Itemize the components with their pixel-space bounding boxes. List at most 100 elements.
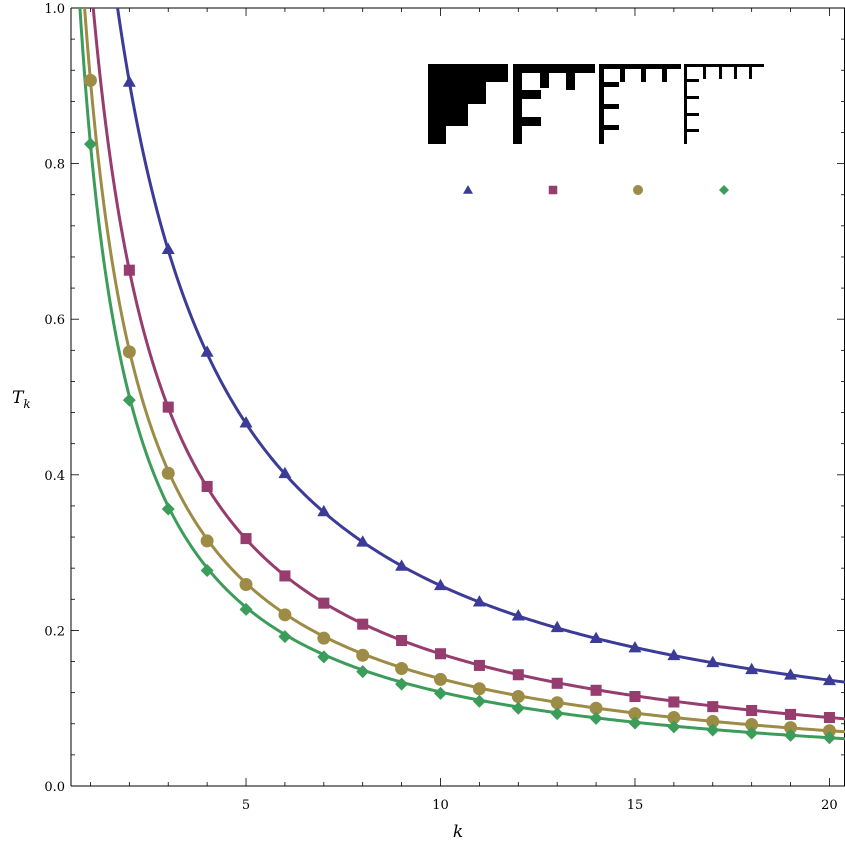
data-point-series-3 xyxy=(784,721,798,735)
x-axis-label: k xyxy=(453,822,463,842)
data-point-series-4 xyxy=(822,731,836,745)
legend-markers xyxy=(463,185,729,195)
data-point-series-3 xyxy=(433,672,447,686)
y-axis-label-subscript: k xyxy=(23,397,30,411)
data-point-series-4 xyxy=(278,630,292,644)
data-point-series-4 xyxy=(472,694,486,708)
y-tick-label: 0.6 xyxy=(44,313,65,328)
data-point-series-2 xyxy=(240,533,252,545)
data-point-series-3 xyxy=(822,724,836,738)
data-point-series-4 xyxy=(784,728,798,742)
data-point-series-2 xyxy=(668,696,680,708)
data-point-series-4 xyxy=(356,665,370,679)
series-markers xyxy=(83,73,836,745)
data-point-series-1 xyxy=(628,641,642,653)
y-tick-label: 0.8 xyxy=(44,158,65,173)
data-point-series-4 xyxy=(550,707,564,721)
data-point-series-4 xyxy=(161,502,175,516)
data-point-series-3 xyxy=(317,631,331,645)
data-point-series-3 xyxy=(628,707,642,721)
data-point-series-4 xyxy=(395,677,409,691)
data-point-series-1 xyxy=(317,504,331,517)
y-tick-label: 0.0 xyxy=(44,780,65,795)
data-point-series-1 xyxy=(395,559,409,571)
data-point-series-1 xyxy=(706,655,720,668)
data-point-series-2 xyxy=(123,264,135,276)
data-point-series-3 xyxy=(550,696,564,710)
axis-ticks: 5 10 15 20 0.0 0.2 0.4 0.6 0.8 1.0 xyxy=(44,2,845,813)
data-point-series-3 xyxy=(278,608,292,622)
x-tick-label: 10 xyxy=(432,798,449,813)
data-point-series-1 xyxy=(589,631,603,644)
data-point-series-3 xyxy=(511,690,525,704)
data-point-series-4 xyxy=(589,711,603,725)
legend-marker-2 xyxy=(548,185,558,195)
data-point-series-1 xyxy=(356,535,370,547)
data-point-series-3 xyxy=(395,662,409,676)
data-point-series-3 xyxy=(83,73,97,87)
data-point-series-2 xyxy=(785,708,797,720)
x-tick-label: 5 xyxy=(242,798,250,813)
data-point-series-1 xyxy=(472,595,486,607)
data-point-series-1 xyxy=(200,345,214,357)
data-point-series-4 xyxy=(745,726,759,740)
data-point-series-2 xyxy=(318,597,330,609)
data-point-series-2 xyxy=(279,570,291,582)
legend-marker-4 xyxy=(719,185,729,195)
y-axis-label: Tk xyxy=(12,388,31,411)
data-point-series-1 xyxy=(122,75,136,87)
data-point-series-2 xyxy=(590,684,602,696)
data-point-series-3 xyxy=(745,718,759,732)
x-tick-label: 20 xyxy=(821,798,838,813)
data-point-series-2 xyxy=(357,618,369,630)
y-tick-label: 1.0 xyxy=(44,2,65,17)
y-tick-label: 0.2 xyxy=(44,624,65,639)
data-point-series-2 xyxy=(201,480,213,492)
data-point-series-3 xyxy=(667,711,681,725)
legend-diagram-1 xyxy=(428,64,508,144)
data-point-series-1 xyxy=(745,662,759,675)
data-point-series-2 xyxy=(746,705,758,717)
data-point-series-4 xyxy=(122,393,136,407)
legend-marker-1 xyxy=(463,185,473,194)
data-point-series-2 xyxy=(434,648,447,660)
data-point-series-1 xyxy=(161,242,175,255)
data-point-series-3 xyxy=(472,682,486,696)
data-point-series-4 xyxy=(706,723,720,737)
data-point-series-3 xyxy=(161,466,175,480)
data-point-series-3 xyxy=(122,345,136,359)
data-point-series-2 xyxy=(629,691,641,703)
data-point-series-2 xyxy=(396,634,408,647)
data-point-series-1 xyxy=(511,609,525,621)
series-line-1 xyxy=(116,8,845,684)
legend-diagram-3 xyxy=(599,64,681,144)
data-point-series-4 xyxy=(83,137,97,151)
data-point-series-4 xyxy=(433,686,447,700)
data-point-series-2 xyxy=(823,712,835,724)
x-tick-label: 15 xyxy=(627,798,644,813)
data-point-series-2 xyxy=(473,659,485,671)
y-tick-label: 0.4 xyxy=(44,469,65,484)
data-point-series-2 xyxy=(707,701,719,713)
y-axis-label-main: T xyxy=(12,388,25,408)
data-point-series-1 xyxy=(278,466,292,479)
data-point-series-1 xyxy=(239,416,253,428)
data-point-series-2 xyxy=(162,401,174,413)
data-point-series-4 xyxy=(239,602,253,616)
legend xyxy=(428,64,764,195)
data-point-series-3 xyxy=(239,577,253,591)
data-point-series-2 xyxy=(512,669,524,681)
data-point-series-2 xyxy=(551,677,563,689)
data-point-series-3 xyxy=(200,534,214,548)
data-point-series-3 xyxy=(706,714,720,728)
data-point-series-3 xyxy=(356,648,370,662)
data-point-series-1 xyxy=(784,668,798,680)
data-point-series-4 xyxy=(317,650,331,664)
data-point-series-1 xyxy=(433,578,447,591)
legend-diagram-4 xyxy=(684,64,764,144)
legend-marker-3 xyxy=(633,185,643,195)
data-point-series-1 xyxy=(822,673,836,686)
data-point-series-1 xyxy=(550,620,564,633)
data-point-series-4 xyxy=(511,701,525,715)
